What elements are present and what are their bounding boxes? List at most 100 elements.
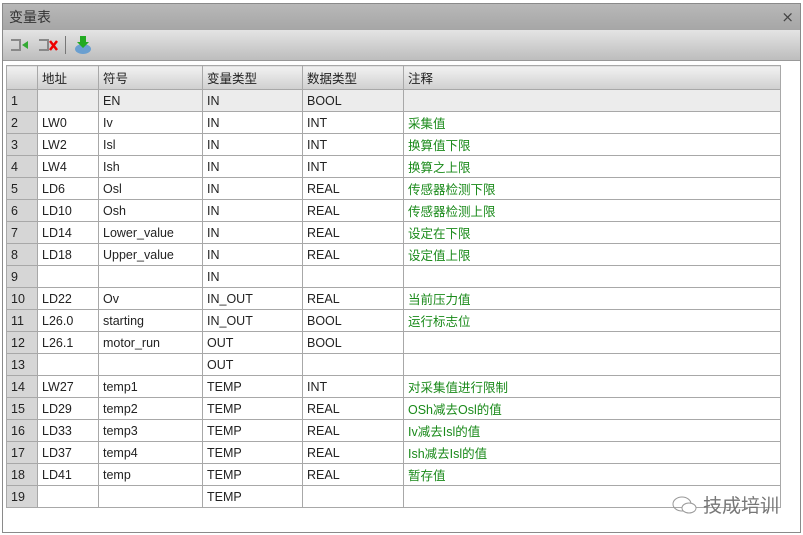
data-type-cell[interactable]: REAL: [302, 221, 404, 244]
variable-type-cell[interactable]: IN: [202, 221, 303, 244]
row-number[interactable]: 1: [6, 89, 38, 112]
address-cell[interactable]: LD22: [37, 287, 99, 310]
address-cell[interactable]: [37, 485, 99, 508]
symbol-cell[interactable]: temp: [98, 463, 203, 486]
table-row[interactable]: 17 LD37 temp4 TEMP REAL Ish减去Isl的值: [6, 441, 781, 464]
row-number[interactable]: 16: [6, 419, 38, 442]
table-row[interactable]: 9 IN: [6, 265, 781, 288]
address-cell[interactable]: [37, 353, 99, 376]
table-row[interactable]: 15 LD29 temp2 TEMP REAL OSh减去Osl的值: [6, 397, 781, 420]
address-cell[interactable]: L26.1: [37, 331, 99, 354]
table-row[interactable]: 19 TEMP: [6, 485, 781, 508]
data-type-cell[interactable]: INT: [302, 133, 404, 156]
address-cell[interactable]: [37, 89, 99, 112]
row-number[interactable]: 10: [6, 287, 38, 310]
symbol-cell[interactable]: Osl: [98, 177, 203, 200]
table-row[interactable]: 13 OUT: [6, 353, 781, 376]
address-cell[interactable]: LW2: [37, 133, 99, 156]
variable-type-cell[interactable]: OUT: [202, 331, 303, 354]
variable-type-cell[interactable]: IN: [202, 89, 303, 112]
comment-cell[interactable]: 设定值上限: [403, 243, 781, 266]
symbol-cell[interactable]: Ov: [98, 287, 203, 310]
address-cell[interactable]: LD33: [37, 419, 99, 442]
table-row[interactable]: 2 LW0 Iv IN INT 采集值: [6, 111, 781, 134]
data-type-cell[interactable]: INT: [302, 111, 404, 134]
comment-cell[interactable]: 传感器检测上限: [403, 199, 781, 222]
variable-type-cell[interactable]: TEMP: [202, 397, 303, 420]
data-type-cell[interactable]: REAL: [302, 463, 404, 486]
comment-cell[interactable]: 换算值下限: [403, 133, 781, 156]
insert-row-icon[interactable]: [9, 34, 31, 56]
close-icon[interactable]: ×: [781, 8, 794, 26]
variable-type-cell[interactable]: IN: [202, 265, 303, 288]
address-cell[interactable]: LD18: [37, 243, 99, 266]
table-row[interactable]: 8 LD18 Upper_value IN REAL 设定值上限: [6, 243, 781, 266]
address-cell[interactable]: LW4: [37, 155, 99, 178]
comment-cell[interactable]: [403, 265, 781, 288]
table-row[interactable]: 16 LD33 temp3 TEMP REAL Iv减去Isl的值: [6, 419, 781, 442]
row-number[interactable]: 19: [6, 485, 38, 508]
symbol-cell[interactable]: temp4: [98, 441, 203, 464]
address-cell[interactable]: LD14: [37, 221, 99, 244]
symbol-cell[interactable]: Iv: [98, 111, 203, 134]
row-number[interactable]: 9: [6, 265, 38, 288]
symbol-cell[interactable]: [98, 485, 203, 508]
symbol-cell[interactable]: starting: [98, 309, 203, 332]
comment-cell[interactable]: 暂存值: [403, 463, 781, 486]
comment-cell[interactable]: Iv减去Isl的值: [403, 419, 781, 442]
row-number[interactable]: 3: [6, 133, 38, 156]
data-type-cell[interactable]: INT: [302, 155, 404, 178]
column-header[interactable]: [6, 65, 38, 90]
comment-cell[interactable]: [403, 353, 781, 376]
comment-cell[interactable]: [403, 89, 781, 112]
address-cell[interactable]: LD10: [37, 199, 99, 222]
table-row[interactable]: 18 LD41 temp TEMP REAL 暂存值: [6, 463, 781, 486]
comment-cell[interactable]: [403, 331, 781, 354]
row-number[interactable]: 7: [6, 221, 38, 244]
row-number[interactable]: 17: [6, 441, 38, 464]
address-cell[interactable]: LD41: [37, 463, 99, 486]
address-cell[interactable]: L26.0: [37, 309, 99, 332]
row-number[interactable]: 11: [6, 309, 38, 332]
comment-cell[interactable]: 传感器检测下限: [403, 177, 781, 200]
address-cell[interactable]: LD29: [37, 397, 99, 420]
data-type-cell[interactable]: [302, 265, 404, 288]
symbol-cell[interactable]: Isl: [98, 133, 203, 156]
data-type-cell[interactable]: REAL: [302, 397, 404, 420]
row-number[interactable]: 6: [6, 199, 38, 222]
data-type-cell[interactable]: BOOL: [302, 331, 404, 354]
table-row[interactable]: 10 LD22 Ov IN_OUT REAL 当前压力值: [6, 287, 781, 310]
row-number[interactable]: 14: [6, 375, 38, 398]
symbol-cell[interactable]: Upper_value: [98, 243, 203, 266]
symbol-cell[interactable]: temp2: [98, 397, 203, 420]
data-type-cell[interactable]: REAL: [302, 177, 404, 200]
row-number[interactable]: 4: [6, 155, 38, 178]
import-icon[interactable]: [72, 34, 94, 56]
delete-row-icon[interactable]: [37, 34, 59, 56]
data-type-cell[interactable]: REAL: [302, 199, 404, 222]
symbol-cell[interactable]: Osh: [98, 199, 203, 222]
row-number[interactable]: 15: [6, 397, 38, 420]
data-type-cell[interactable]: REAL: [302, 243, 404, 266]
comment-cell[interactable]: 对采集值进行限制: [403, 375, 781, 398]
table-row[interactable]: 5 LD6 Osl IN REAL 传感器检测下限: [6, 177, 781, 200]
data-type-cell[interactable]: BOOL: [302, 309, 404, 332]
address-cell[interactable]: LD6: [37, 177, 99, 200]
variable-type-cell[interactable]: TEMP: [202, 419, 303, 442]
comment-cell[interactable]: 运行标志位: [403, 309, 781, 332]
variable-type-cell[interactable]: IN: [202, 133, 303, 156]
row-number[interactable]: 13: [6, 353, 38, 376]
variable-type-cell[interactable]: TEMP: [202, 441, 303, 464]
comment-cell[interactable]: 采集值: [403, 111, 781, 134]
data-type-cell[interactable]: REAL: [302, 287, 404, 310]
table-row[interactable]: 1 EN IN BOOL: [6, 89, 781, 112]
address-cell[interactable]: LW0: [37, 111, 99, 134]
address-cell[interactable]: LW27: [37, 375, 99, 398]
variable-type-cell[interactable]: IN: [202, 155, 303, 178]
comment-cell[interactable]: Ish减去Isl的值: [403, 441, 781, 464]
row-number[interactable]: 5: [6, 177, 38, 200]
symbol-cell[interactable]: temp1: [98, 375, 203, 398]
symbol-cell[interactable]: Lower_value: [98, 221, 203, 244]
comment-cell[interactable]: [403, 485, 781, 508]
column-header[interactable]: 地址: [37, 65, 99, 90]
